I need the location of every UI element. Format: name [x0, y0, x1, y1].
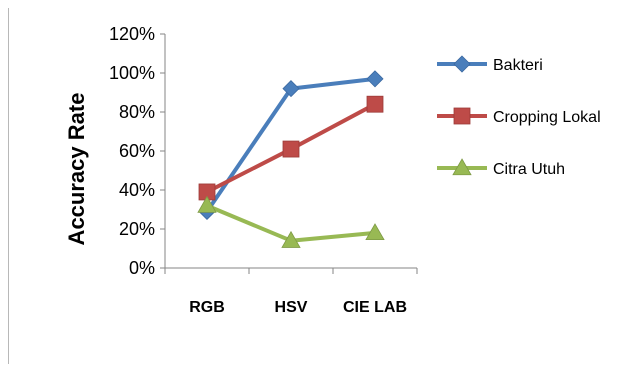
y-tick-label: 100%: [109, 63, 155, 83]
x-tick-label-hsv: HSV: [275, 299, 308, 316]
data-point-cropping-lokal-hsv: [282, 140, 300, 158]
legend-item-citra-utuh: Citra Utuh: [437, 158, 565, 178]
frame-left-rule: [8, 8, 9, 364]
legend-item-bakteri: Bakteri: [437, 55, 543, 74]
data-point-citra-utuh-cie-lab: [365, 223, 385, 241]
data-point-citra-utuh-hsv: [281, 230, 301, 248]
legend-marker-citra-utuh: [452, 158, 472, 176]
data-point-bakteri-hsv: [282, 80, 300, 98]
legend-label-bakteri: Bakteri: [493, 57, 543, 74]
y-tick-labels: 0% 20% 40% 60% 80% 100% 120%: [109, 24, 155, 278]
legend-label-cropping-lokal: Cropping Lokal: [493, 109, 601, 126]
data-point-bakteri-cie-lab: [366, 70, 384, 88]
y-tick-label: 20%: [119, 219, 155, 239]
data-point-cropping-lokal-cie-lab: [366, 95, 384, 113]
y-tick-label: 40%: [119, 180, 155, 200]
y-tick-label: 60%: [119, 141, 155, 161]
y-tick-label: 80%: [119, 102, 155, 122]
legend: Bakteri Cropping Lokal Citra Utuh: [437, 55, 601, 178]
legend-label-citra-utuh: Citra Utuh: [493, 161, 565, 178]
x-tick-labels: RGB HSV CIE LAB: [189, 299, 407, 316]
data-point-citra-utuh-rgb: [197, 195, 217, 213]
legend-marker-bakteri: [453, 55, 471, 73]
series-group: [197, 70, 385, 248]
axes: [160, 33, 418, 274]
y-tick-label: 120%: [109, 24, 155, 44]
y-tick-label: 0%: [129, 258, 155, 278]
legend-item-cropping-lokal: Cropping Lokal: [437, 107, 601, 126]
y-axis-label: Accuracy Rate: [64, 93, 89, 246]
x-tick-label-rgb: RGB: [189, 299, 225, 316]
legend-marker-cropping-lokal: [453, 107, 471, 125]
x-tick-label-cie-lab: CIE LAB: [343, 299, 407, 316]
